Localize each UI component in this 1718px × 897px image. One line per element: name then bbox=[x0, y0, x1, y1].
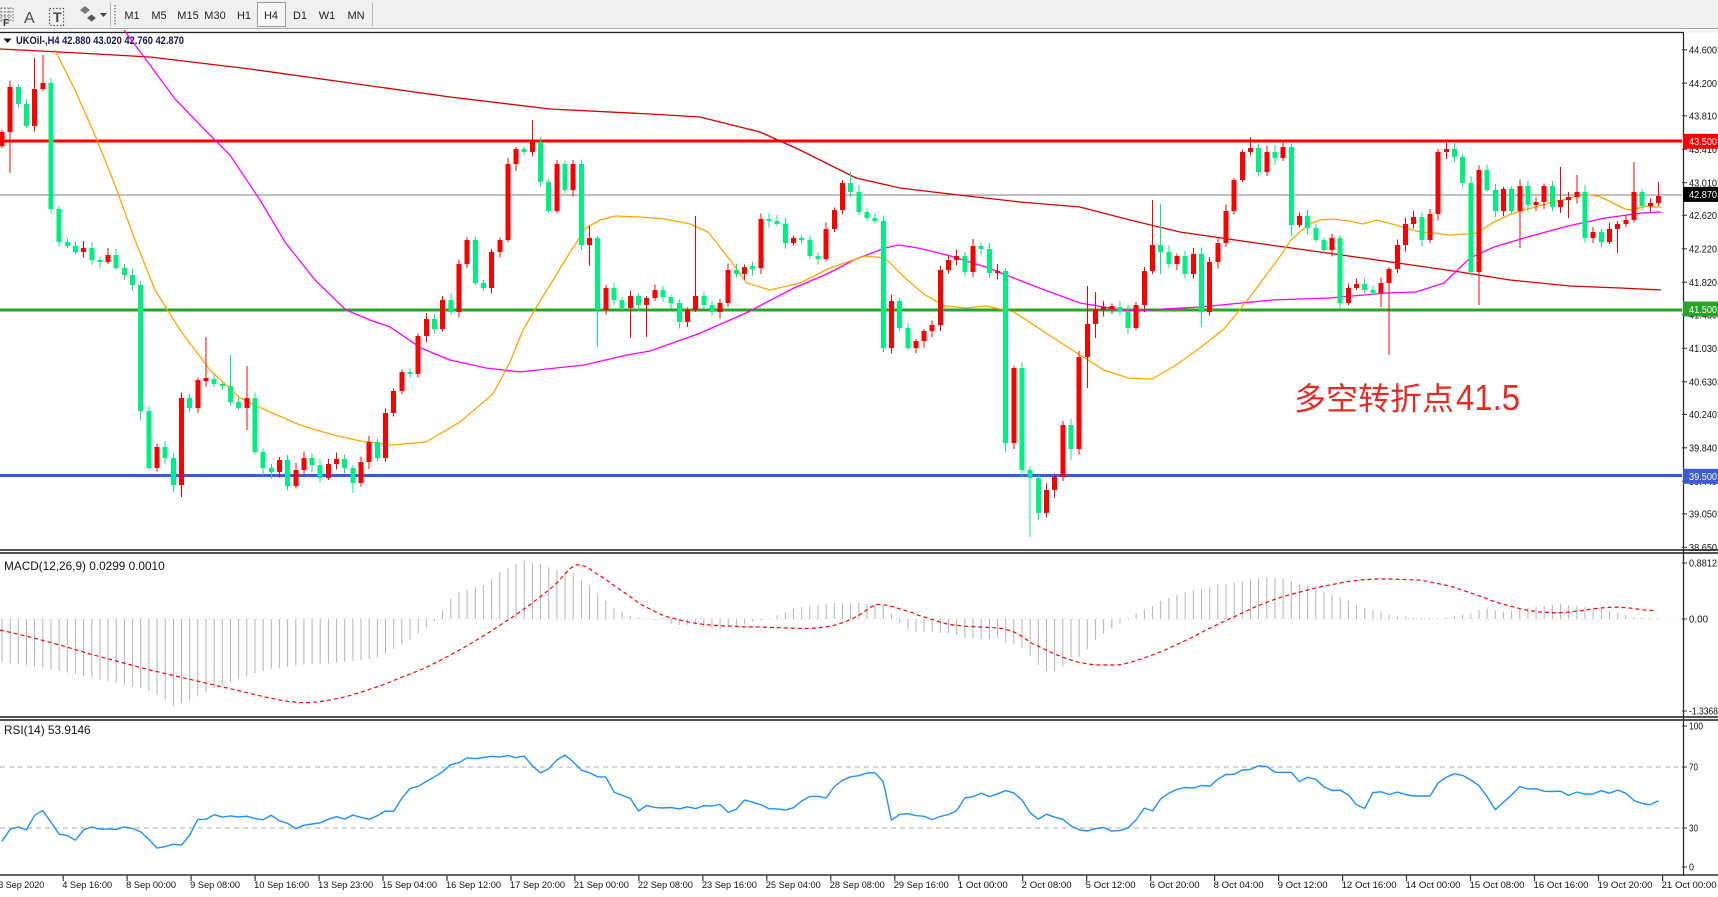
svg-text:42.870: 42.870 bbox=[1689, 190, 1717, 201]
svg-text:M30: M30 bbox=[204, 10, 225, 22]
svg-text:22 Sep 08:00: 22 Sep 08:00 bbox=[638, 880, 693, 891]
svg-text:15 Oct 08:00: 15 Oct 08:00 bbox=[1470, 880, 1525, 891]
svg-text:9 Sep 08:00: 9 Sep 08:00 bbox=[190, 880, 240, 891]
svg-text:8 Oct 04:00: 8 Oct 04:00 bbox=[1214, 880, 1264, 891]
svg-text:21 Oct 00:00: 21 Oct 00:00 bbox=[1662, 880, 1717, 891]
svg-text:F: F bbox=[3, 18, 9, 29]
svg-text:16 Sep 12:00: 16 Sep 12:00 bbox=[446, 880, 501, 891]
svg-text:MACD(12,26,9) 0.0299 0.0010: MACD(12,26,9) 0.0299 0.0010 bbox=[4, 559, 165, 573]
svg-text:28 Sep 08:00: 28 Sep 08:00 bbox=[830, 880, 885, 891]
svg-text:16 Oct 16:00: 16 Oct 16:00 bbox=[1534, 880, 1589, 891]
svg-text:9 Oct 12:00: 9 Oct 12:00 bbox=[1278, 880, 1328, 891]
svg-text:39.050: 39.050 bbox=[1689, 510, 1717, 521]
svg-text:0: 0 bbox=[1689, 863, 1694, 874]
svg-text:D1: D1 bbox=[293, 10, 307, 22]
svg-text:43.410: 43.410 bbox=[1689, 145, 1717, 156]
svg-text:42.620: 42.620 bbox=[1689, 211, 1717, 222]
svg-text:25 Sep 04:00: 25 Sep 04:00 bbox=[766, 880, 821, 891]
svg-text:70: 70 bbox=[1689, 763, 1698, 774]
svg-text:10 Sep 16:00: 10 Sep 16:00 bbox=[254, 880, 309, 891]
svg-text:19 Oct 20:00: 19 Oct 20:00 bbox=[1598, 880, 1653, 891]
svg-text:M1: M1 bbox=[124, 10, 139, 22]
svg-text:41.500: 41.500 bbox=[1689, 305, 1717, 316]
svg-text:UKOil-,H4 42.880 43.020 42.76: UKOil-,H4 42.880 43.020 42.760 42.870 bbox=[16, 35, 184, 47]
svg-text:43.500: 43.500 bbox=[1689, 137, 1717, 148]
svg-text:29 Sep 16:00: 29 Sep 16:00 bbox=[894, 880, 949, 891]
svg-text:13 Sep 23:00: 13 Sep 23:00 bbox=[318, 880, 373, 891]
svg-text:RSI(14) 53.9146: RSI(14) 53.9146 bbox=[4, 723, 91, 737]
svg-text:T: T bbox=[53, 9, 62, 25]
svg-text:6 Oct 20:00: 6 Oct 20:00 bbox=[1150, 880, 1200, 891]
svg-text:M5: M5 bbox=[151, 10, 166, 22]
svg-text:MN: MN bbox=[347, 10, 364, 22]
svg-text:21 Sep 00:00: 21 Sep 00:00 bbox=[574, 880, 629, 891]
svg-text:12 Oct 16:00: 12 Oct 16:00 bbox=[1342, 880, 1397, 891]
svg-text:0.8812: 0.8812 bbox=[1689, 559, 1717, 570]
svg-text:14 Oct 00:00: 14 Oct 00:00 bbox=[1406, 880, 1461, 891]
svg-text:43.810: 43.810 bbox=[1689, 111, 1717, 122]
svg-text:23 Sep 16:00: 23 Sep 16:00 bbox=[702, 880, 757, 891]
svg-text:H4: H4 bbox=[264, 10, 278, 22]
svg-text:H1: H1 bbox=[237, 10, 251, 22]
svg-text:17 Sep 20:00: 17 Sep 20:00 bbox=[510, 880, 565, 891]
svg-text:41.5: 41.5 bbox=[1456, 377, 1520, 418]
svg-text:0.00: 0.00 bbox=[1689, 615, 1708, 626]
svg-text:4 Sep 16:00: 4 Sep 16:00 bbox=[62, 880, 112, 891]
svg-text:W1: W1 bbox=[319, 10, 336, 22]
svg-text:38.650: 38.650 bbox=[1689, 543, 1717, 554]
svg-text:2 Oct 08:00: 2 Oct 08:00 bbox=[1022, 880, 1072, 891]
svg-text:A: A bbox=[24, 10, 35, 27]
svg-text:40.630: 40.630 bbox=[1689, 377, 1717, 388]
svg-text:30: 30 bbox=[1689, 824, 1698, 835]
svg-text:3 Sep 2020: 3 Sep 2020 bbox=[0, 880, 44, 891]
svg-text:44.200: 44.200 bbox=[1689, 79, 1717, 90]
svg-text:40.240: 40.240 bbox=[1689, 410, 1717, 421]
svg-text:39.500: 39.500 bbox=[1689, 472, 1717, 483]
svg-text:42.220: 42.220 bbox=[1689, 244, 1717, 255]
svg-text:39.840: 39.840 bbox=[1689, 443, 1717, 454]
svg-text:100: 100 bbox=[1689, 722, 1703, 733]
svg-text:41.820: 41.820 bbox=[1689, 278, 1717, 289]
svg-text:5 Oct 12:00: 5 Oct 12:00 bbox=[1086, 880, 1136, 891]
svg-text:43.010: 43.010 bbox=[1689, 178, 1717, 189]
svg-text:41.030: 41.030 bbox=[1689, 344, 1717, 355]
svg-text:1 Oct 00:00: 1 Oct 00:00 bbox=[958, 880, 1008, 891]
svg-text:-1.3368: -1.3368 bbox=[1689, 707, 1718, 718]
svg-text:15 Sep 04:00: 15 Sep 04:00 bbox=[382, 880, 437, 891]
svg-text:8 Sep 00:00: 8 Sep 00:00 bbox=[126, 880, 176, 891]
svg-text:44.600: 44.600 bbox=[1689, 45, 1717, 56]
svg-text:M15: M15 bbox=[177, 10, 198, 22]
